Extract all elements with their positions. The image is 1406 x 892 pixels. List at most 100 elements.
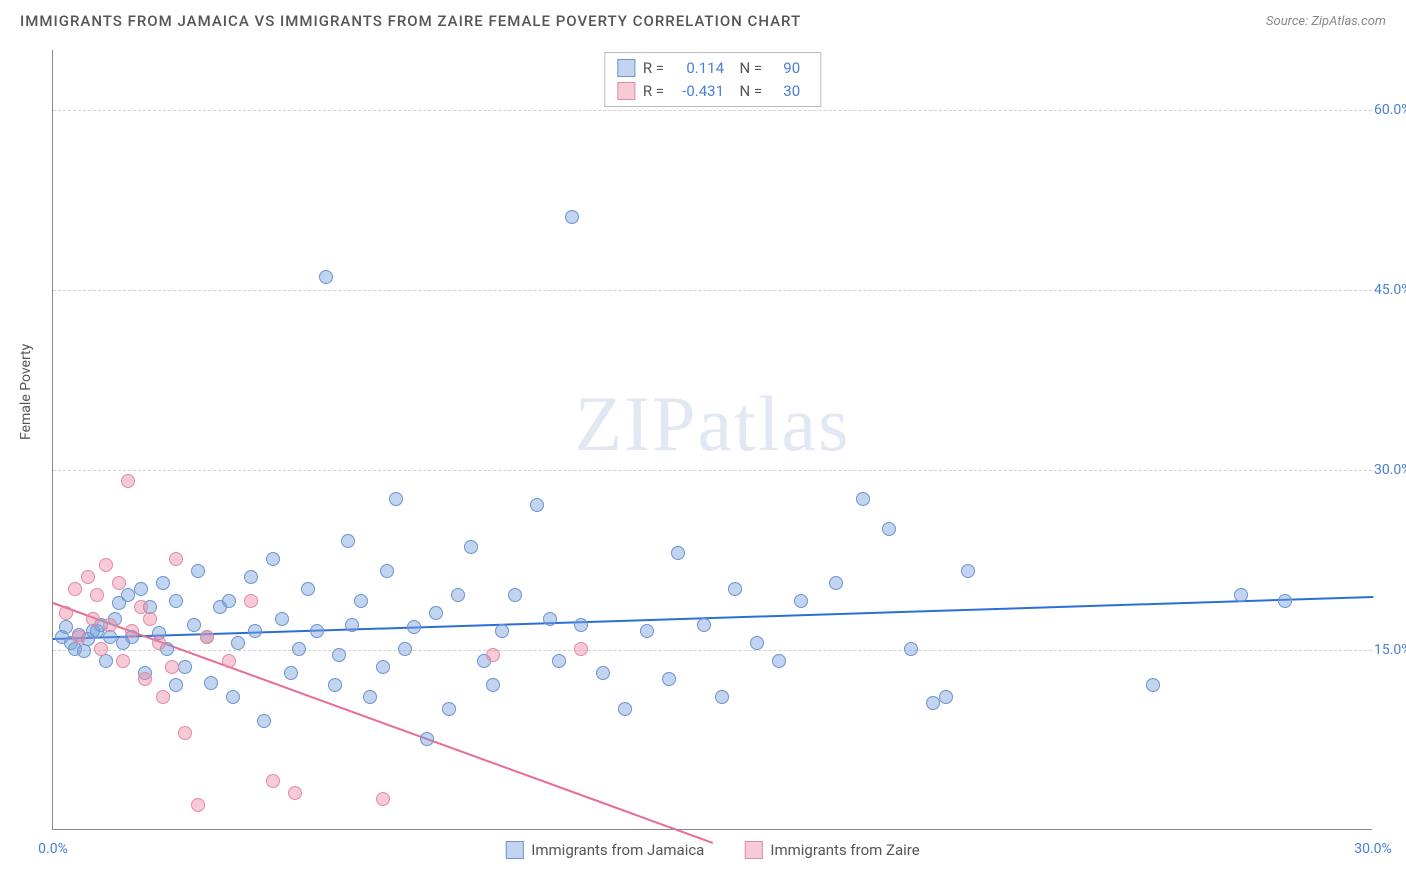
watermark: ZIPatlas: [575, 379, 851, 469]
scatter-point: [121, 474, 135, 488]
scatter-point: [134, 582, 148, 596]
scatter-point: [1234, 588, 1248, 602]
scatter-point: [389, 492, 403, 506]
scatter-point: [292, 642, 306, 656]
scatter-point: [204, 676, 218, 690]
scatter-point: [926, 696, 940, 710]
scatter-point: [376, 792, 390, 806]
gridline: [53, 470, 1372, 471]
legend-label-jamaica: Immigrants from Jamaica: [531, 841, 704, 859]
legend-r-value-zaire: -0.431: [672, 80, 724, 103]
scatter-point: [829, 576, 843, 590]
scatter-point: [222, 654, 236, 668]
x-tick-label: 0.0%: [38, 841, 68, 857]
scatter-point: [341, 534, 355, 548]
legend-swatch-jamaica: [617, 59, 635, 77]
scatter-point: [244, 570, 258, 584]
scatter-point: [59, 620, 73, 634]
scatter-point: [169, 678, 183, 692]
legend-n-label: N =: [732, 57, 762, 80]
scatter-point: [376, 660, 390, 674]
scatter-point: [618, 702, 632, 716]
scatter-point: [187, 618, 201, 632]
chart-plot-area: ZIPatlas R = 0.114 N = 90 R = -0.431 N =…: [52, 50, 1372, 830]
scatter-point: [81, 570, 95, 584]
scatter-point: [486, 648, 500, 662]
scatter-point: [552, 654, 566, 668]
scatter-point: [125, 624, 139, 638]
scatter-point: [451, 588, 465, 602]
scatter-point: [420, 732, 434, 746]
scatter-point: [794, 594, 808, 608]
scatter-point: [68, 582, 82, 596]
scatter-point: [715, 690, 729, 704]
legend-n-value-jamaica: 90: [770, 57, 800, 80]
chart-source: Source: ZipAtlas.com: [1266, 14, 1386, 29]
scatter-point: [750, 636, 764, 650]
scatter-point: [363, 690, 377, 704]
scatter-point: [226, 690, 240, 704]
scatter-point: [116, 654, 130, 668]
gridline: [53, 290, 1372, 291]
scatter-point: [275, 612, 289, 626]
scatter-point: [99, 558, 113, 572]
scatter-point: [310, 624, 324, 638]
legend-r-label: R =: [643, 57, 664, 80]
scatter-point: [165, 660, 179, 674]
scatter-point: [59, 606, 73, 620]
scatter-point: [288, 786, 302, 800]
scatter-point: [248, 624, 262, 638]
scatter-point: [77, 644, 91, 658]
scatter-point: [772, 654, 786, 668]
scatter-point: [565, 210, 579, 224]
legend-item-zaire: Immigrants from Zaire: [744, 841, 919, 859]
scatter-point: [112, 576, 126, 590]
legend-r-value-jamaica: 0.114: [672, 57, 724, 80]
scatter-point: [152, 636, 166, 650]
scatter-point: [266, 774, 280, 788]
scatter-point: [301, 582, 315, 596]
scatter-point: [328, 678, 342, 692]
legend-item-jamaica: Immigrants from Jamaica: [505, 841, 704, 859]
scatter-point: [508, 588, 522, 602]
legend-r-label: R =: [643, 80, 664, 103]
scatter-point: [380, 564, 394, 578]
watermark-bold: ZIP: [575, 380, 698, 467]
gridline: [53, 650, 1372, 651]
scatter-point: [284, 666, 298, 680]
scatter-point: [407, 620, 421, 634]
scatter-point: [697, 618, 711, 632]
legend-swatch-jamaica: [505, 841, 523, 859]
scatter-point: [257, 714, 271, 728]
scatter-point: [178, 660, 192, 674]
scatter-point: [486, 678, 500, 692]
y-tick-label: 30.0%: [1374, 462, 1406, 478]
scatter-point: [319, 270, 333, 284]
scatter-point: [354, 594, 368, 608]
scatter-point: [961, 564, 975, 578]
legend-stats-row: R = 0.114 N = 90: [617, 57, 800, 80]
scatter-point: [94, 642, 108, 656]
scatter-point: [178, 726, 192, 740]
scatter-point: [99, 654, 113, 668]
gridline: [53, 110, 1372, 111]
chart-header: IMMIGRANTS FROM JAMAICA VS IMMIGRANTS FR…: [0, 0, 1406, 38]
scatter-point: [191, 798, 205, 812]
scatter-point: [574, 642, 588, 656]
scatter-point: [156, 576, 170, 590]
scatter-point: [640, 624, 654, 638]
scatter-point: [882, 522, 896, 536]
scatter-point: [156, 690, 170, 704]
scatter-point: [266, 552, 280, 566]
legend-swatch-zaire: [617, 82, 635, 100]
y-axis-label: Female Poverty: [18, 344, 34, 440]
chart-title: IMMIGRANTS FROM JAMAICA VS IMMIGRANTS FR…: [20, 12, 801, 30]
scatter-point: [191, 564, 205, 578]
scatter-point: [904, 642, 918, 656]
legend-stats-row: R = -0.431 N = 30: [617, 80, 800, 103]
scatter-point: [429, 606, 443, 620]
scatter-point: [464, 540, 478, 554]
scatter-point: [939, 690, 953, 704]
scatter-point: [169, 552, 183, 566]
scatter-point: [103, 630, 117, 644]
